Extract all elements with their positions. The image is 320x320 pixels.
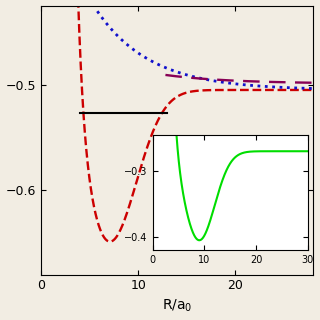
X-axis label: R/a$_0$: R/a$_0$ xyxy=(162,298,192,315)
